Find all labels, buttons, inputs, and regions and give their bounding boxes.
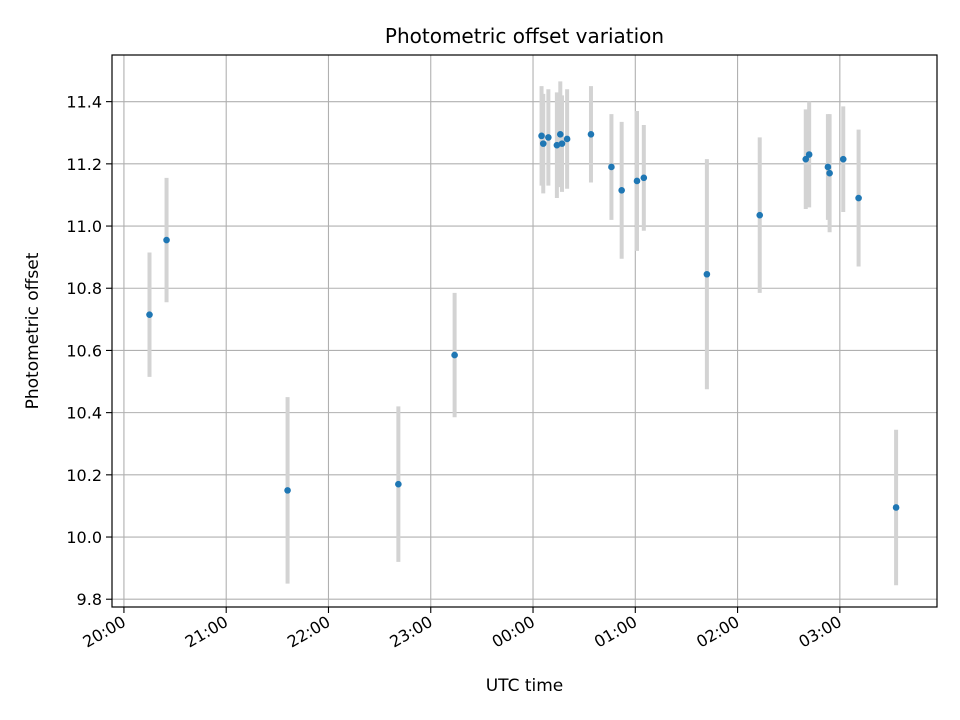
y-tick-label: 10.4 bbox=[66, 404, 102, 423]
data-point bbox=[608, 163, 615, 171]
data-point bbox=[805, 151, 813, 158]
data-point bbox=[618, 186, 625, 194]
data-point bbox=[558, 140, 566, 147]
data-point bbox=[826, 169, 833, 177]
data-point bbox=[553, 141, 561, 149]
data-point bbox=[556, 131, 564, 138]
data-point bbox=[284, 487, 291, 494]
data-point bbox=[395, 480, 402, 488]
data-points bbox=[146, 131, 900, 511]
data-point bbox=[640, 174, 648, 182]
y-tick-label: 9.8 bbox=[77, 590, 102, 609]
data-point bbox=[855, 194, 862, 202]
data-point bbox=[545, 134, 552, 141]
y-axis-title: Photometric offset bbox=[23, 252, 43, 409]
plot-frame bbox=[111, 54, 938, 608]
data-point bbox=[539, 140, 547, 147]
x-axis-title: UTC time bbox=[486, 676, 564, 696]
y-tick-label: 10.0 bbox=[66, 528, 102, 547]
y-tick-label: 11.2 bbox=[66, 155, 102, 174]
data-point bbox=[451, 351, 458, 359]
y-tick-label: 10.6 bbox=[66, 341, 102, 360]
data-point bbox=[563, 135, 571, 143]
data-point bbox=[892, 504, 900, 511]
y-tick-label: 10.2 bbox=[66, 466, 102, 485]
data-point bbox=[633, 177, 641, 185]
chart-title: Photometric offset variation bbox=[385, 24, 664, 48]
data-point bbox=[802, 155, 810, 163]
data-point bbox=[163, 236, 170, 244]
data-point bbox=[587, 131, 595, 138]
y-axis: 9.8 10.0 10.2 10.4 10.6 10.8 11.0 11.2 11.4 bbox=[66, 93, 112, 609]
data-point bbox=[146, 311, 153, 318]
data-point bbox=[824, 163, 832, 171]
data-point bbox=[839, 155, 847, 163]
data-point bbox=[538, 132, 545, 140]
y-tick-label: 11.0 bbox=[66, 217, 102, 236]
data-point bbox=[703, 270, 711, 278]
y-tick-label: 10.8 bbox=[66, 279, 102, 298]
y-tick-label: 11.4 bbox=[66, 93, 102, 112]
data-point bbox=[756, 211, 764, 219]
